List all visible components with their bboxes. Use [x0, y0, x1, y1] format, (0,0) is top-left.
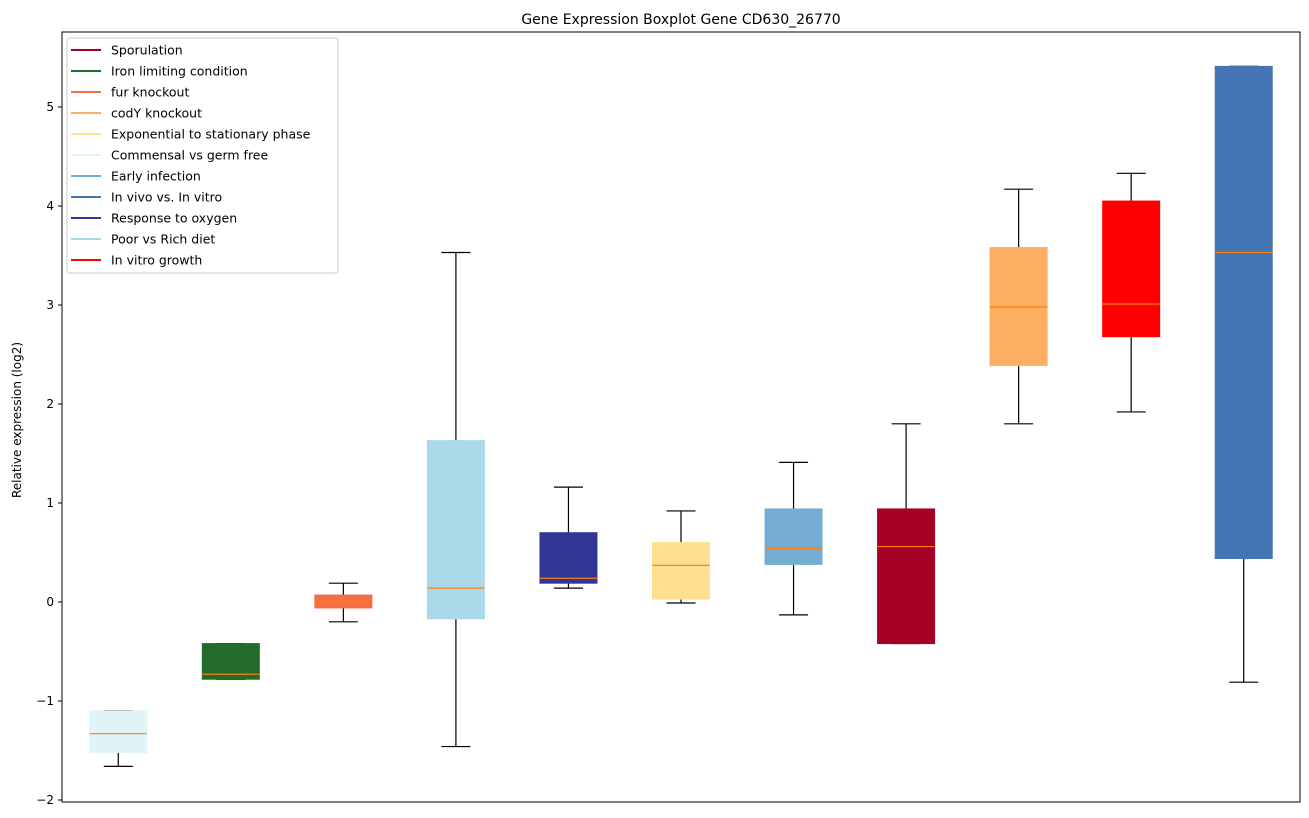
- y-tick-label: −1: [36, 694, 54, 708]
- y-tick-label: 1: [46, 496, 54, 510]
- box-1: [89, 710, 148, 767]
- legend-item: Response to oxygen: [71, 211, 237, 226]
- box-iqr: [1214, 65, 1273, 559]
- legend-item: Sporulation: [71, 43, 183, 58]
- legend-item: codY knockout: [71, 106, 202, 121]
- legend-label: In vivo vs. In vitro: [111, 190, 222, 205]
- legend: Sporulation Iron limiting condition fur kn…: [66, 37, 339, 274]
- legend-label: Poor vs Rich diet: [111, 232, 215, 247]
- box-3: [314, 582, 373, 623]
- legend-label: Iron limiting condition: [111, 64, 248, 79]
- y-tick-label: −2: [36, 793, 54, 807]
- legend-label: Commensal vs germ free: [111, 148, 268, 163]
- box-iqr: [201, 643, 260, 680]
- legend-label: Early infection: [111, 169, 201, 184]
- legend-item: Iron limiting condition: [71, 64, 248, 79]
- y-tick-label: 3: [46, 298, 54, 312]
- legend-item: Exponential to stationary phase: [71, 127, 311, 142]
- box-iqr: [764, 508, 823, 565]
- y-tick-label: 2: [46, 397, 54, 411]
- y-tick-label: 5: [46, 100, 54, 114]
- y-tick-label: 4: [46, 199, 54, 213]
- legend-item: In vivo vs. In vitro: [71, 190, 222, 205]
- legend-frame: [66, 37, 339, 274]
- box-10: [1102, 172, 1161, 413]
- axes-frame: [61, 31, 1301, 803]
- legend-label: Sporulation: [111, 43, 183, 58]
- boxes-group: [89, 65, 1273, 767]
- box-iqr: [1102, 200, 1161, 338]
- box-iqr: [877, 508, 936, 645]
- y-axis-label: Relative expression (log2): [10, 342, 24, 498]
- legend-label: codY knockout: [111, 106, 202, 121]
- y-tick-label: 0: [46, 595, 54, 609]
- box-iqr: [89, 710, 148, 753]
- legend-label: In vitro growth: [111, 253, 202, 268]
- legend-label: Response to oxygen: [111, 211, 237, 226]
- box-iqr: [652, 542, 710, 600]
- y-axis: −2 −1 0 1 2 3 4 5: [36, 100, 62, 807]
- legend-item: In vitro growth: [71, 253, 202, 268]
- box-9: [989, 188, 1048, 425]
- box-8: [877, 423, 936, 645]
- chart-title: Gene Expression Boxplot Gene CD630_26770: [521, 12, 840, 28]
- box-5: [539, 486, 598, 589]
- legend-item: Early infection: [71, 169, 201, 184]
- legend-item: Commensal vs germ free: [71, 148, 268, 163]
- box-7: [764, 461, 823, 616]
- legend-label: Exponential to stationary phase: [111, 127, 311, 142]
- legend-item: fur knockout: [71, 85, 189, 100]
- legend-item: Poor vs Rich diet: [71, 232, 215, 247]
- box-4: [426, 251, 485, 748]
- box-6: [652, 510, 710, 604]
- box-11: [1214, 65, 1273, 683]
- legend-label: fur knockout: [111, 85, 189, 100]
- box-iqr: [539, 532, 598, 584]
- box-iqr: [426, 440, 485, 620]
- box-2: [201, 642, 260, 680]
